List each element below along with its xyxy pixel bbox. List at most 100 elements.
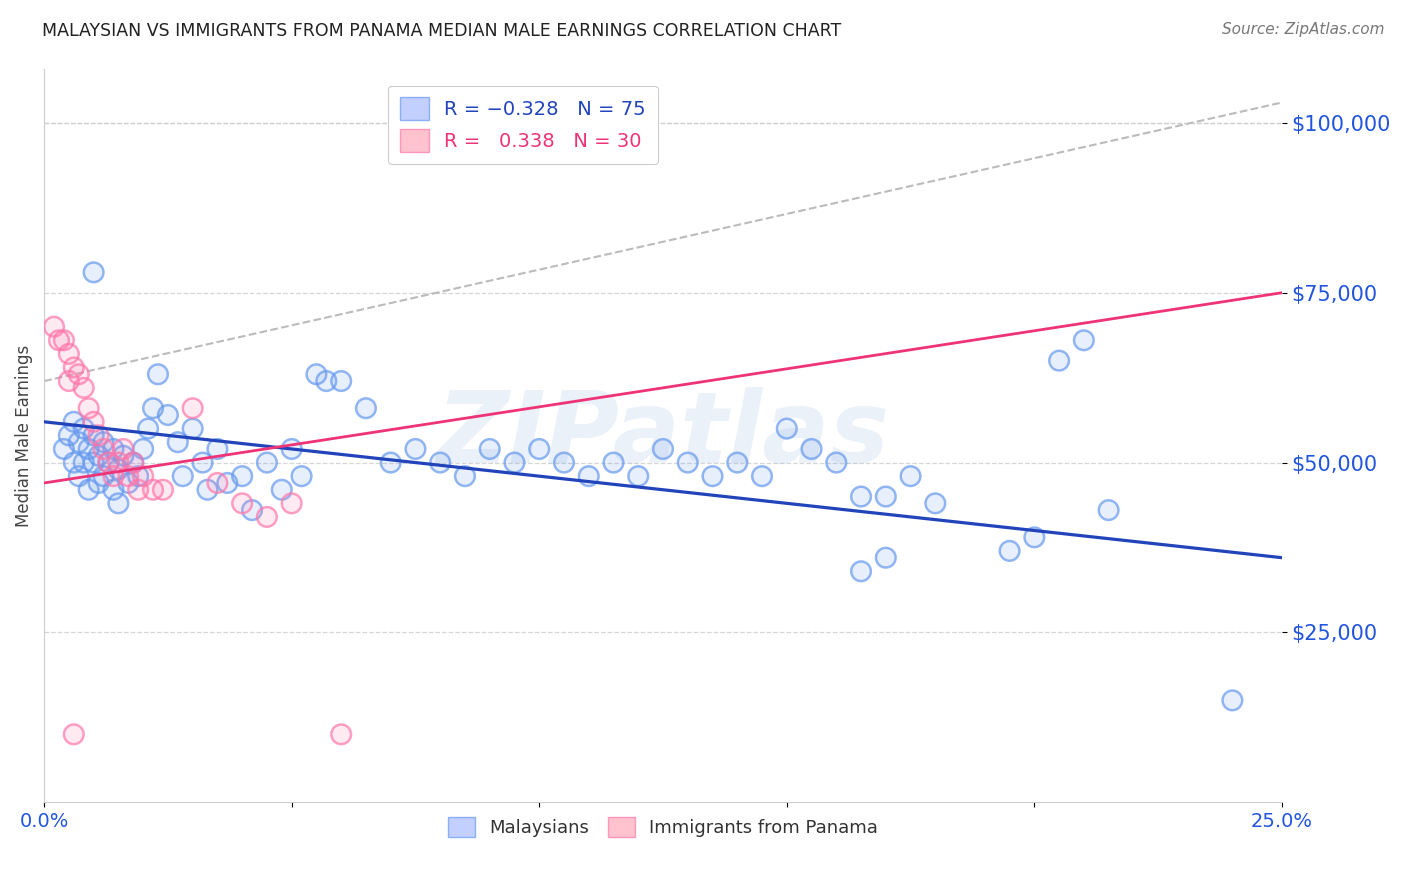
Point: [42, 319, 65, 334]
Point: [702, 469, 724, 483]
Point: [122, 456, 145, 470]
Y-axis label: Median Male Earnings: Median Male Earnings: [15, 344, 32, 526]
Point: [191, 456, 214, 470]
Point: [602, 456, 624, 470]
Point: [107, 462, 129, 476]
Point: [998, 544, 1021, 558]
Point: [63, 415, 86, 429]
Point: [58, 428, 80, 442]
Point: [87, 449, 110, 463]
Point: [146, 368, 169, 382]
Point: [87, 428, 110, 442]
Point: [132, 469, 155, 483]
Point: [58, 374, 80, 388]
Point: [97, 456, 120, 470]
Point: [825, 456, 848, 470]
Point: [48, 333, 70, 347]
Point: [112, 449, 135, 463]
Point: [63, 360, 86, 375]
Point: [77, 442, 100, 456]
Point: [191, 456, 214, 470]
Point: [478, 442, 501, 456]
Point: [122, 456, 145, 470]
Point: [58, 428, 80, 442]
Point: [93, 469, 115, 483]
Point: [67, 469, 90, 483]
Point: [132, 442, 155, 456]
Point: [315, 374, 337, 388]
Point: [207, 475, 229, 490]
Point: [83, 265, 105, 279]
Point: [97, 456, 120, 470]
Point: [117, 475, 139, 490]
Point: [529, 442, 551, 456]
Point: [122, 456, 145, 470]
Point: [73, 456, 96, 470]
Point: [404, 442, 426, 456]
Point: [103, 442, 125, 456]
Point: [93, 442, 115, 456]
Point: [280, 442, 302, 456]
Point: [776, 421, 799, 435]
Point: [103, 442, 125, 456]
Point: [553, 456, 575, 470]
Text: MALAYSIAN VS IMMIGRANTS FROM PANAMA MEDIAN MALE EARNINGS CORRELATION CHART: MALAYSIAN VS IMMIGRANTS FROM PANAMA MEDI…: [42, 22, 841, 40]
Point: [132, 469, 155, 483]
Point: [112, 442, 135, 456]
Point: [231, 496, 253, 510]
Point: [52, 333, 75, 347]
Point: [725, 456, 748, 470]
Point: [1097, 503, 1119, 517]
Point: [122, 456, 145, 470]
Point: [240, 503, 263, 517]
Point: [156, 408, 179, 422]
Point: [330, 374, 353, 388]
Point: [83, 415, 105, 429]
Point: [142, 401, 165, 416]
Point: [578, 469, 600, 483]
Point: [652, 442, 675, 456]
Point: [73, 381, 96, 395]
Point: [503, 456, 526, 470]
Point: [900, 469, 922, 483]
Point: [52, 442, 75, 456]
Point: [58, 374, 80, 388]
Point: [87, 449, 110, 463]
Text: Source: ZipAtlas.com: Source: ZipAtlas.com: [1222, 22, 1385, 37]
Point: [725, 456, 748, 470]
Point: [1222, 693, 1244, 707]
Point: [270, 483, 292, 497]
Point: [77, 401, 100, 416]
Point: [231, 496, 253, 510]
Point: [112, 449, 135, 463]
Point: [627, 469, 650, 483]
Point: [77, 483, 100, 497]
Point: [97, 456, 120, 470]
Point: [93, 442, 115, 456]
Point: [290, 469, 312, 483]
Point: [77, 483, 100, 497]
Point: [146, 368, 169, 382]
Point: [103, 483, 125, 497]
Point: [751, 469, 773, 483]
Point: [207, 475, 229, 490]
Point: [83, 456, 105, 470]
Point: [231, 469, 253, 483]
Point: [107, 496, 129, 510]
Point: [117, 469, 139, 483]
Point: [454, 469, 477, 483]
Point: [702, 469, 724, 483]
Point: [103, 469, 125, 483]
Point: [63, 456, 86, 470]
Point: [67, 435, 90, 450]
Point: [751, 469, 773, 483]
Point: [380, 456, 402, 470]
Point: [1024, 530, 1046, 544]
Point: [875, 490, 897, 504]
Point: [429, 456, 451, 470]
Point: [305, 368, 328, 382]
Point: [83, 415, 105, 429]
Point: [1222, 693, 1244, 707]
Point: [875, 550, 897, 565]
Point: [73, 421, 96, 435]
